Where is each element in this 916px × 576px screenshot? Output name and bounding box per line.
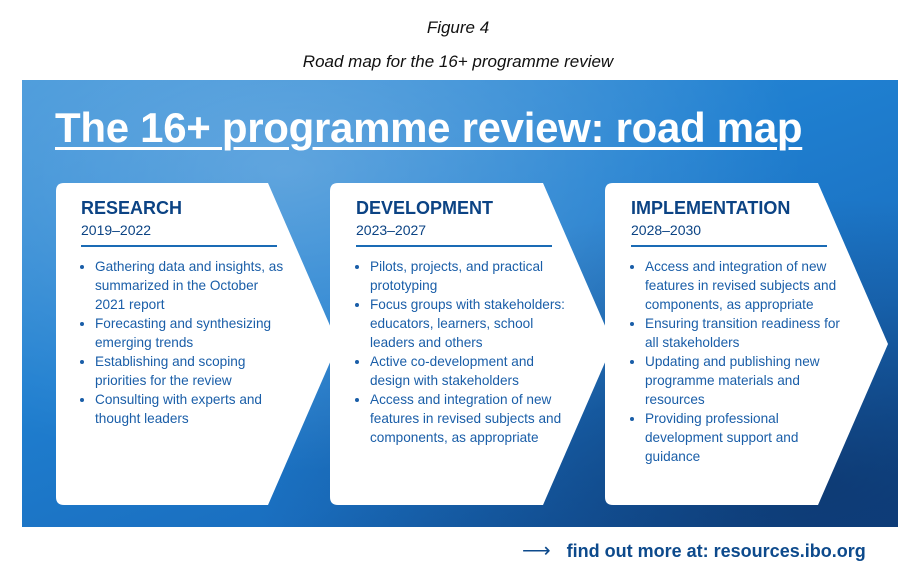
list-item: Ensuring transition readiness for all st… xyxy=(645,314,841,352)
list-item: Active co-development and design with st… xyxy=(370,352,566,390)
list-item: Pilots, projects, and practical prototyp… xyxy=(370,257,566,295)
stage-years: 2023–2027 xyxy=(356,222,552,247)
list-item: Consulting with experts and thought lead… xyxy=(95,390,291,428)
stage-title: DEVELOPMENT xyxy=(356,198,494,218)
list-item: Access and integration of new features i… xyxy=(370,390,566,447)
stage-years: 2019–2022 xyxy=(81,222,277,247)
stage-research: RESEARCH 2019–2022 Gathering data and in… xyxy=(81,196,291,428)
stage-title: IMPLEMENTATION xyxy=(631,198,791,218)
find-out-more-text: find out more at: resources.ibo.org xyxy=(566,541,866,561)
list-item: Updating and publishing new programme ma… xyxy=(645,352,841,409)
find-out-more-link[interactable]: ⟶ find out more at: resources.ibo.org xyxy=(522,538,866,563)
stage-implementation: IMPLEMENTATION 2028–2030 Access and inte… xyxy=(631,196,841,466)
list-item: Focus groups with stakeholders: educator… xyxy=(370,295,566,352)
stage-arrow-shape xyxy=(56,183,338,505)
list-item: Establishing and scoping priorities for … xyxy=(95,352,291,390)
list-item: Forecasting and synthesizing emerging tr… xyxy=(95,314,291,352)
stage-years: 2028–2030 xyxy=(631,222,827,247)
stage-development: DEVELOPMENT 2023–2027 Pilots, projects, … xyxy=(356,196,566,447)
figure-caption: Road map for the 16+ programme review xyxy=(302,52,614,71)
stage-arrow-shape xyxy=(605,183,888,505)
long-right-arrow-icon: ⟶ xyxy=(522,540,551,562)
list-item: Gathering data and insights, as summariz… xyxy=(95,257,291,314)
banner-title: The 16+ programme review: road map xyxy=(55,104,803,151)
stage-arrow-shape xyxy=(330,183,613,505)
list-item: Providing professional development suppo… xyxy=(645,409,841,466)
stage-title: RESEARCH xyxy=(81,198,183,218)
list-item: Access and integration of new features i… xyxy=(645,257,841,314)
figure-label: Figure 4 xyxy=(426,18,490,37)
